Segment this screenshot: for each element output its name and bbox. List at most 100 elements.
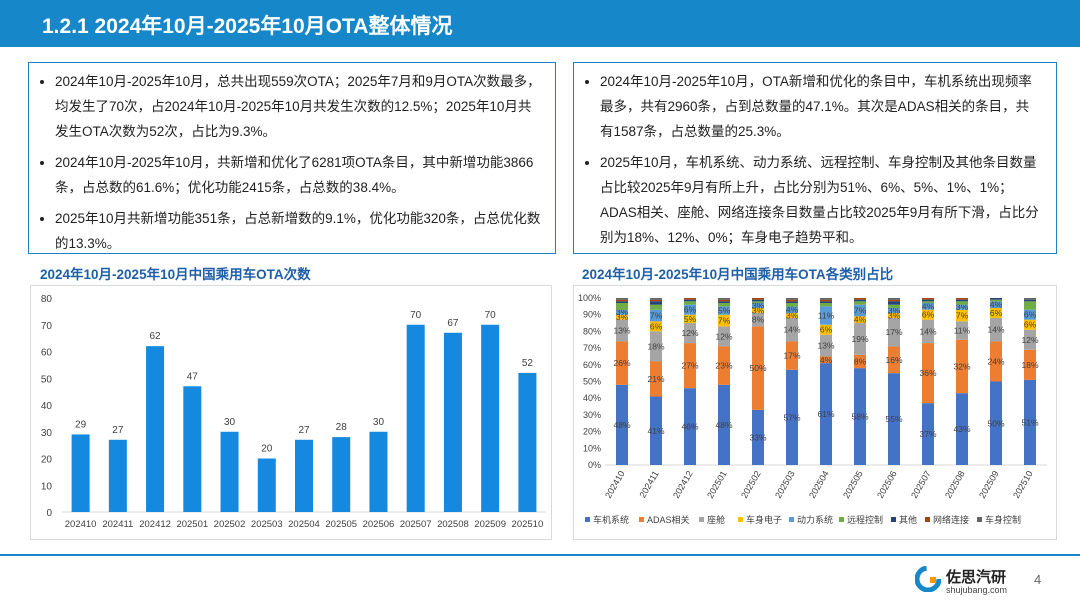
y-tick-label: 60 bbox=[41, 348, 53, 359]
x-tick-label: 202509 bbox=[977, 469, 1001, 500]
bar-segment bbox=[786, 369, 798, 465]
data-label: 14% bbox=[783, 325, 800, 335]
legend-swatch bbox=[977, 517, 982, 522]
x-tick-label: 202502 bbox=[739, 469, 763, 500]
bar-segment bbox=[616, 301, 628, 304]
bar-segment bbox=[718, 314, 730, 327]
data-label: 57% bbox=[783, 412, 800, 422]
bar-segment bbox=[956, 301, 968, 305]
bar-segment bbox=[820, 334, 832, 357]
bar-segment bbox=[718, 384, 730, 465]
x-tick-label: 202505 bbox=[325, 519, 357, 530]
y-tick-label: 50 bbox=[41, 374, 53, 385]
bar-segment bbox=[752, 313, 764, 327]
data-label: 33% bbox=[749, 432, 766, 442]
data-label: 3% bbox=[888, 306, 901, 316]
bar-segment bbox=[650, 298, 662, 300]
data-label: 70 bbox=[410, 310, 422, 321]
data-label: 12% bbox=[1021, 335, 1038, 345]
data-label: 3% bbox=[956, 302, 969, 312]
bar-segment bbox=[1024, 299, 1036, 302]
bar-segment bbox=[752, 299, 764, 302]
bar-segment bbox=[888, 346, 900, 374]
bar-segment bbox=[1024, 309, 1036, 320]
data-label: 29 bbox=[75, 419, 87, 430]
bar-segment bbox=[752, 409, 764, 465]
x-tick-label: 202510 bbox=[512, 519, 544, 530]
data-label: 8% bbox=[752, 315, 765, 325]
data-label: 20 bbox=[261, 444, 273, 455]
bar-segment bbox=[922, 343, 934, 404]
bar-segment bbox=[718, 299, 730, 302]
bar-segment bbox=[956, 299, 968, 302]
bar-segment bbox=[616, 384, 628, 465]
x-tick-label: 202504 bbox=[288, 519, 320, 530]
bar-segment bbox=[718, 346, 730, 385]
data-label: 12% bbox=[681, 328, 698, 338]
bar-segment bbox=[650, 309, 662, 322]
bar bbox=[443, 332, 462, 512]
bar-segment bbox=[820, 324, 832, 335]
bar-segment bbox=[956, 304, 968, 310]
data-label: 17% bbox=[783, 351, 800, 361]
y-tick-label: 50% bbox=[583, 377, 601, 387]
x-tick-label: 202508 bbox=[943, 469, 967, 500]
x-tick-label: 202411 bbox=[637, 469, 660, 499]
x-tick-label: 202509 bbox=[474, 519, 506, 530]
legend-label: 车机系统 bbox=[593, 514, 629, 525]
y-tick-label: 10 bbox=[41, 481, 53, 492]
data-label: 19% bbox=[851, 334, 868, 344]
data-label: 3% bbox=[616, 312, 629, 322]
bar-segment bbox=[888, 308, 900, 314]
data-label: 7% bbox=[718, 316, 731, 326]
bar-segment bbox=[820, 363, 832, 465]
data-label: 7% bbox=[650, 311, 663, 321]
x-tick-label: 202506 bbox=[875, 469, 899, 500]
y-tick-label: 20 bbox=[41, 455, 53, 466]
bar-segment bbox=[888, 304, 900, 309]
bar-segment bbox=[786, 301, 798, 304]
data-label: 4% bbox=[786, 305, 799, 315]
bar-segment bbox=[752, 308, 764, 314]
x-tick-label: 202502 bbox=[214, 519, 246, 530]
bar-segment bbox=[1024, 379, 1036, 465]
data-label: 17% bbox=[885, 327, 902, 337]
bar-segment bbox=[684, 299, 696, 302]
bar bbox=[369, 431, 388, 512]
bar-segment bbox=[718, 301, 730, 304]
left-box: 2024年10月-2025年10月，总共出现559次OTA；2025年7月和9月… bbox=[28, 62, 556, 254]
y-tick-label: 70 bbox=[41, 321, 53, 332]
legend-swatch bbox=[891, 517, 896, 522]
y-tick-label: 40% bbox=[583, 393, 601, 403]
legend-label: 动力系统 bbox=[797, 514, 833, 525]
bar-segment bbox=[650, 299, 662, 302]
bar-segment bbox=[786, 341, 798, 370]
bar-segment bbox=[752, 301, 764, 304]
bar-segment bbox=[1024, 329, 1036, 350]
bar-segment bbox=[820, 298, 832, 300]
bar bbox=[518, 372, 537, 512]
data-label: 12% bbox=[715, 331, 732, 341]
data-label: 3% bbox=[752, 306, 765, 316]
bar-segment bbox=[718, 298, 730, 300]
bar-segment bbox=[922, 303, 934, 310]
legend-label: 其他 bbox=[899, 514, 917, 525]
data-label: 6% bbox=[922, 310, 935, 320]
bar-segment bbox=[684, 314, 696, 324]
data-label: 50% bbox=[749, 363, 766, 373]
data-label: 30 bbox=[373, 417, 385, 428]
legend-swatch bbox=[789, 517, 794, 522]
data-label: 3% bbox=[786, 311, 799, 321]
bar-segment bbox=[684, 343, 696, 389]
data-label: 6% bbox=[650, 321, 663, 331]
data-label: 7% bbox=[956, 311, 969, 321]
bar-segment bbox=[854, 301, 866, 305]
y-tick-label: 30% bbox=[583, 410, 601, 420]
data-label: 28 bbox=[336, 422, 348, 433]
bar-segment bbox=[888, 298, 900, 300]
data-label: 11% bbox=[954, 326, 971, 336]
data-label: 61% bbox=[817, 409, 834, 419]
data-label: 6% bbox=[1024, 310, 1037, 320]
bar-segment bbox=[1024, 319, 1036, 330]
y-tick-label: 20% bbox=[583, 427, 601, 437]
